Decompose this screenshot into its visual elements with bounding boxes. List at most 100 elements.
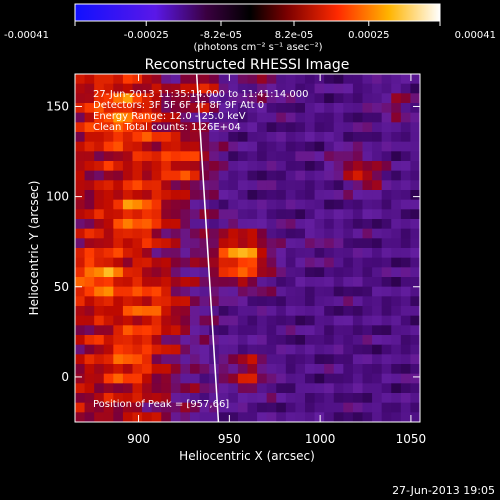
heatmap-pixel xyxy=(285,74,297,85)
heatmap-pixel xyxy=(180,325,191,336)
heatmap-pixel xyxy=(352,83,364,94)
heatmap-pixel xyxy=(113,180,124,191)
heatmap-pixel xyxy=(113,161,124,172)
heatmap-pixel xyxy=(132,383,143,394)
heatmap-pixel xyxy=(237,306,249,317)
heatmap-pixel xyxy=(257,180,268,191)
heatmap-pixel xyxy=(199,248,210,259)
heatmap-pixel xyxy=(122,393,134,404)
heatmap-pixel xyxy=(295,296,306,307)
heatmap-pixel xyxy=(199,257,210,268)
heatmap-pixel xyxy=(391,335,402,346)
heatmap-pixel xyxy=(333,286,344,297)
heatmap-pixel xyxy=(257,112,268,123)
heatmap-pixel xyxy=(247,83,258,94)
heatmap-pixel xyxy=(362,306,373,317)
heatmap-pixel xyxy=(381,373,392,384)
heatmap-pixel xyxy=(122,199,134,210)
heatmap-pixel xyxy=(257,209,268,220)
heatmap-pixel xyxy=(199,180,210,191)
heatmap-pixel xyxy=(324,74,335,85)
heatmap-pixel xyxy=(103,286,114,297)
heatmap-pixel xyxy=(343,170,354,181)
heatmap-pixel xyxy=(75,112,86,123)
heatmap-pixel xyxy=(209,383,220,394)
heatmap-pixel xyxy=(391,180,402,191)
heatmap-pixel xyxy=(247,151,258,162)
heatmap-pixel xyxy=(94,402,105,413)
heatmap-pixel xyxy=(333,412,344,422)
heatmap-pixel xyxy=(276,325,287,336)
heatmap-pixel xyxy=(362,402,373,413)
heatmap-pixel xyxy=(295,364,306,375)
heatmap-pixel xyxy=(151,354,162,365)
heatmap-pixel xyxy=(199,161,210,172)
heatmap-pixel xyxy=(305,93,316,104)
heatmap-pixel xyxy=(199,112,210,123)
heatmap-pixel xyxy=(218,306,229,317)
heatmap-pixel xyxy=(228,209,239,220)
heatmap-pixel xyxy=(410,277,420,288)
heatmap-pixel xyxy=(103,296,114,307)
heatmap-pixel xyxy=(113,344,124,355)
heatmap-pixel xyxy=(228,296,239,307)
heatmap-pixel xyxy=(314,364,325,375)
heatmap-pixel xyxy=(199,74,210,85)
heatmap-pixel xyxy=(228,277,239,288)
heatmap-pixel xyxy=(103,373,114,384)
heatmap-pixel xyxy=(132,219,143,230)
heatmap-pixel xyxy=(247,315,258,326)
heatmap-pixel xyxy=(180,170,191,181)
heatmap-pixel xyxy=(142,373,153,384)
heatmap-pixel xyxy=(343,344,354,355)
heatmap-pixel xyxy=(170,393,182,404)
heatmap-pixel xyxy=(352,325,364,336)
heatmap-pixel xyxy=(113,267,124,278)
heatmap-pixel xyxy=(343,412,354,422)
heatmap-pixel xyxy=(142,103,153,114)
heatmap-pixel xyxy=(372,103,383,114)
heatmap-pixel xyxy=(381,344,392,355)
heatmap-pixel xyxy=(343,383,354,394)
heatmap-pixel xyxy=(400,344,412,355)
heatmap-pixel xyxy=(372,141,383,152)
heatmap-pixel xyxy=(266,170,277,181)
heatmap-pixel xyxy=(362,267,373,278)
heatmap-pixel xyxy=(381,219,392,230)
heatmap-pixel xyxy=(381,122,392,133)
heatmap-pixel xyxy=(257,267,268,278)
heatmap-pixel xyxy=(132,132,143,143)
heatmap-pixel xyxy=(161,306,172,317)
heatmap-pixel xyxy=(113,112,124,123)
heatmap-pixel xyxy=(352,344,364,355)
heatmap-pixel xyxy=(362,122,373,133)
heatmap-pixel xyxy=(400,248,412,259)
heatmap-pixel xyxy=(190,228,201,239)
heatmap-pixel xyxy=(237,238,249,249)
heatmap-pixel xyxy=(151,219,162,230)
heatmap-pixel xyxy=(305,209,316,220)
heatmap-pixel xyxy=(237,112,249,123)
heatmap-pixel xyxy=(151,248,162,259)
heatmap-pixel xyxy=(142,393,153,404)
heatmap-pixel xyxy=(237,354,249,365)
heatmap-pixel xyxy=(314,103,325,114)
heatmap-pixel xyxy=(257,151,268,162)
heatmap-pixel xyxy=(314,344,325,355)
heatmap-pixel xyxy=(170,74,182,85)
heatmap-pixel xyxy=(142,132,153,143)
heatmap-pixel xyxy=(199,209,210,220)
heatmap-pixel xyxy=(333,112,344,123)
heatmap-pixel xyxy=(305,383,316,394)
heatmap-pixel xyxy=(285,296,297,307)
x-axis-label: Heliocentric X (arcsec) xyxy=(179,449,315,463)
heatmap-pixel xyxy=(151,402,162,413)
heatmap-pixel xyxy=(151,412,162,422)
heatmap-pixel xyxy=(218,383,229,394)
heatmap-pixel xyxy=(391,151,402,162)
heatmap-pixel xyxy=(343,209,354,220)
heatmap-pixel xyxy=(276,180,287,191)
heatmap-pixel xyxy=(218,151,229,162)
heatmap-pixel xyxy=(84,267,95,278)
heatmap-pixel xyxy=(132,93,143,104)
